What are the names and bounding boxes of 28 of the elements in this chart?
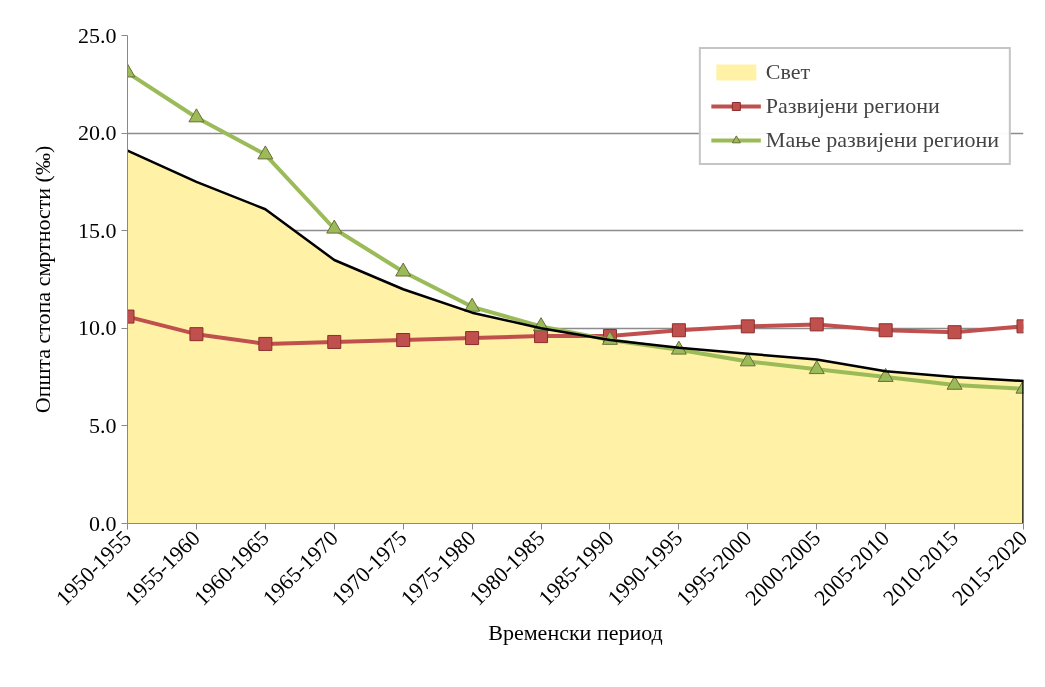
point	[740, 319, 755, 334]
point	[947, 325, 962, 340]
point	[189, 327, 204, 342]
point	[878, 323, 893, 338]
point	[258, 336, 273, 351]
point	[671, 323, 686, 338]
y-tick-label: 0.0	[89, 510, 117, 536]
legend-label: Развијени региони	[765, 93, 940, 119]
point	[464, 297, 481, 312]
y-tick-label: 5.0	[89, 412, 117, 438]
point	[809, 317, 824, 332]
y-tick-label: 15.0	[78, 217, 117, 243]
point	[257, 145, 274, 160]
point	[396, 333, 411, 348]
point	[739, 352, 756, 367]
y-tick-label: 20.0	[78, 120, 117, 146]
y-tick-label: 10.0	[78, 315, 117, 341]
point	[326, 219, 343, 234]
legend-label: Мање развијени региони	[765, 127, 999, 153]
x-axis-title: Временски период	[488, 619, 663, 645]
y-tick-label: 25.0	[78, 22, 117, 48]
point	[327, 334, 342, 349]
point	[188, 108, 205, 123]
point	[465, 331, 480, 346]
legend-label: Свет	[765, 59, 811, 85]
point	[395, 262, 412, 277]
y-axis-title: Општа стопа смртности (‰)	[30, 145, 55, 414]
point	[808, 360, 825, 375]
